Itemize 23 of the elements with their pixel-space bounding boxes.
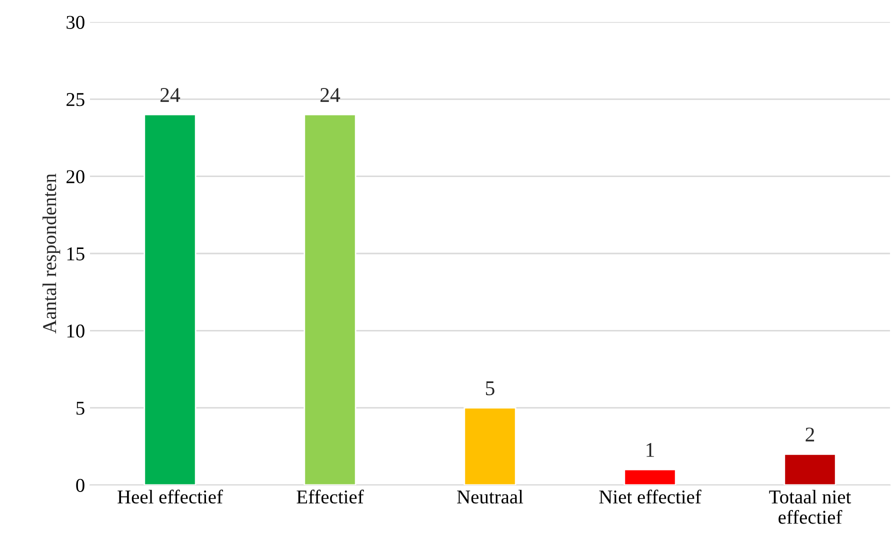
y-tick-label: 30 [66,16,84,29]
data-label: 5 [486,381,494,396]
data-label: 24 [320,88,340,102]
y-tick-label: 5 [76,402,84,415]
y-tick-label: 10 [67,324,84,338]
bar [304,114,356,485]
x-tick-label: Niet effectief [599,490,702,504]
y-tick-label: 25 [66,93,84,106]
bar [464,407,516,485]
data-label: 1 [646,443,654,457]
x-tick-label: Totaal niet effectief [769,490,852,524]
y-tick-label: 15 [67,247,84,260]
y-tick-label: 20 [66,170,84,184]
x-tick-label: Effectief [296,490,364,504]
x-tick-label: Neutraal [457,490,524,504]
y-axis-title: Aantal respondenten [42,174,60,334]
data-label: 24 [160,88,180,102]
data-label: 2 [806,428,814,442]
x-tick-label: Heel effectief [118,490,223,504]
bar [624,468,676,485]
y-tick-label: 0 [76,478,84,492]
bar [784,453,836,485]
bar [144,114,196,485]
